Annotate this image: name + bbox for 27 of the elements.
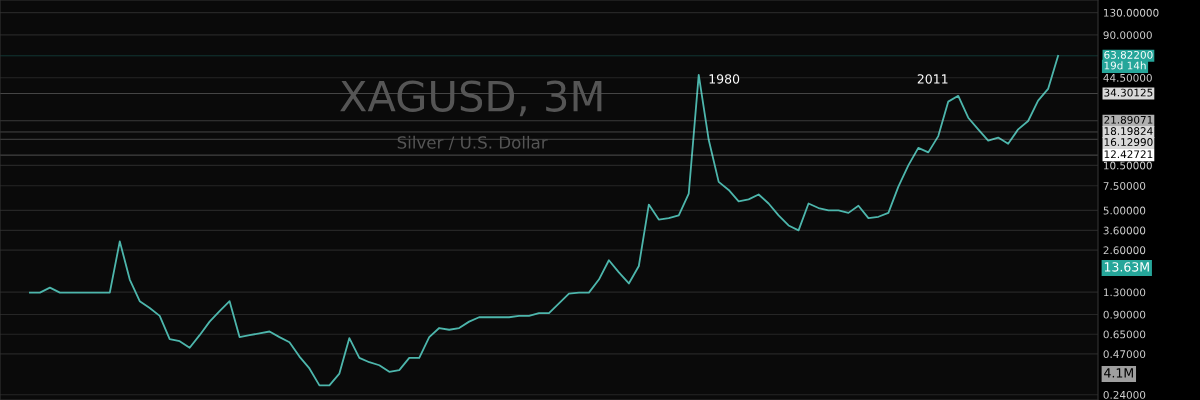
y-tick-label: 10.50000 (1104, 161, 1152, 170)
y-tick-label: 44.50000 (1103, 73, 1152, 82)
text: 13.63M (1104, 262, 1149, 272)
y-tick-label: 7.50000 (1103, 182, 1146, 190)
ref-line-label: 16.12990 (1104, 138, 1153, 146)
ref-line-label: 21.89071 (1104, 115, 1153, 124)
text: Silver / U.S. Dollar (397, 135, 548, 151)
ref-line-label: 34.30125 (1104, 88, 1153, 97)
y-tick-label: 3.60000 (1103, 226, 1146, 235)
ref-line-label: 12.42721 (1104, 150, 1153, 158)
y-tick-label: 90.00000 (1103, 31, 1152, 40)
ref-line-label: 18.19824 (1104, 127, 1153, 135)
ref-line-label: 63.82200 (1104, 50, 1153, 59)
y-tick-label: 5.00000 (1103, 206, 1146, 215)
y-tick-label: 0.90000 (1103, 310, 1146, 319)
annotation: 1980 (709, 74, 740, 84)
text: 19d 14h (1104, 61, 1146, 70)
y-tick-label: 1.30000 (1104, 288, 1146, 297)
line-series (29, 54, 1059, 387)
text: XAGUSD, 3M (340, 80, 602, 117)
annotation: 2011 (917, 74, 948, 84)
y-tick-label: 0.24000 (1103, 390, 1146, 399)
y-tick-label: 130.00000 (1104, 8, 1159, 17)
y-tick-label: 2.60000 (1103, 246, 1146, 255)
text: 4.1M (1104, 368, 1133, 378)
y-tick-label: 0.65000 (1103, 330, 1146, 339)
y-tick-label: 0.47000 (1103, 350, 1146, 359)
